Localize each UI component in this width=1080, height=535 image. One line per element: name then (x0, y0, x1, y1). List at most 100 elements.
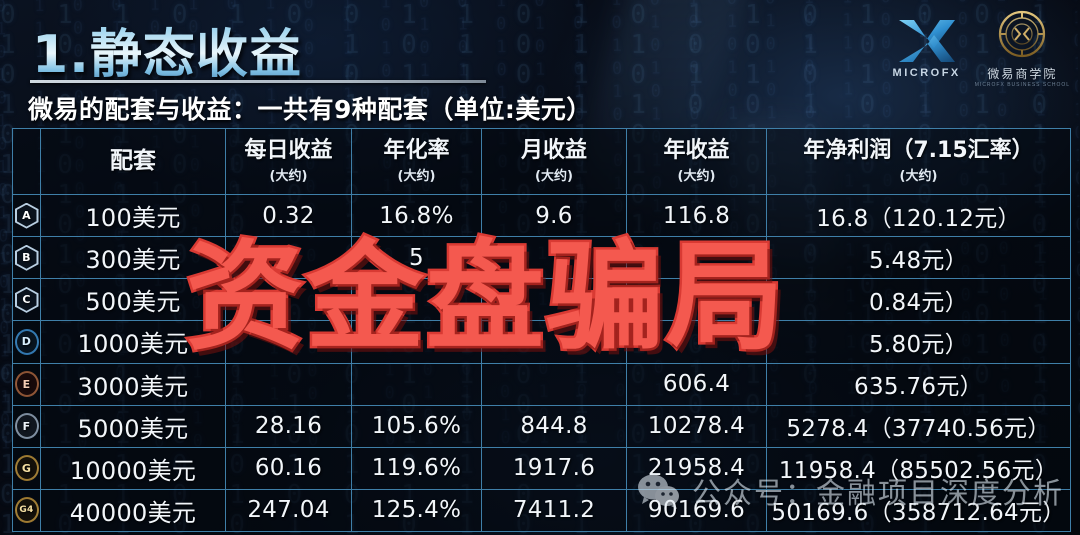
rank-badge-b-icon: B (14, 244, 40, 272)
net-profit-cell: 50169.6（358712.64元） (766, 488, 1071, 533)
badge-cell: E (12, 362, 41, 406)
apr-cell (351, 320, 482, 364)
earnings-table: 配套 每日收益 (大约) 年化率 (大约) 月收益 (大约) (12, 128, 1071, 533)
table-row: D 1000美元 5.80元） (12, 320, 1071, 364)
x-logo-icon (898, 20, 955, 62)
table-body: A 100美元 0.32 16.8% 9.6 116.8 16.8（120.12元） B 300… (12, 193, 1071, 533)
page-subtitle: 微易的配套与收益：一共有9种配套（单位:美元） (28, 95, 592, 124)
monthly-income-cell: 7411.2 (481, 488, 627, 533)
column-header-yearly-sublabel: (大约) (677, 169, 716, 185)
package-cell: 300美元 (40, 236, 226, 280)
net-profit-cell: 5.80元） (766, 320, 1071, 364)
package-cell: 5000美元 (40, 404, 226, 448)
monthly-income-cell: 844.8 (481, 404, 627, 448)
apr-cell (351, 362, 482, 406)
badge-cell: F (12, 404, 41, 448)
column-header-apr-label: 年化率 (383, 137, 450, 163)
column-header-net-profit-sublabel: (大约) (899, 169, 938, 185)
yearly-income-cell: 21958.4 (626, 446, 767, 490)
package-cell: 500美元 (40, 278, 226, 322)
title-underline (30, 80, 486, 83)
column-header-monthly-label: 月收益 (520, 137, 587, 163)
yearly-income-cell: 606.4 (626, 362, 767, 406)
column-header-net-profit-label: 年净利润（7.15汇率） (803, 137, 1034, 163)
badge-cell: B (12, 236, 41, 280)
earnings-table-container: 配套 每日收益 (大约) 年化率 (大约) 月收益 (大约) (12, 128, 1071, 533)
daily-income-cell: 247.04 (225, 488, 352, 533)
apr-cell (351, 278, 482, 322)
apr-cell: 119.6% (351, 446, 482, 490)
table-row: A 100美元 0.32 16.8% 9.6 116.8 16.8（120.12元） (12, 193, 1071, 238)
badge-cell: G (12, 446, 41, 490)
daily-income-cell (225, 236, 352, 280)
daily-income-cell (225, 362, 352, 406)
monthly-income-cell: 1917.6 (481, 446, 627, 490)
table-header-row: 配套 每日收益 (大约) 年化率 (大约) 月收益 (大约) (12, 128, 1071, 195)
badge-cell: A (12, 193, 41, 238)
monthly-income-cell (481, 320, 627, 364)
apr-cell: 125.4% (351, 488, 482, 533)
monthly-income-cell (481, 278, 627, 322)
package-cell: 40000美元 (40, 488, 226, 533)
table-row: G 10000美元 60.16 119.6% 1917.6 21958.4 11958.4（… (12, 446, 1071, 490)
table-row: E 3000美元 606.4 635.76元） (12, 362, 1071, 406)
table-row: F 5000美元 28.16 105.6% 844.8 10278.4 5278.4（377… (12, 404, 1071, 448)
apr-cell: 16.8% (351, 193, 482, 238)
academy-logo: 微易商学院 MICROFX BUSINESS SCHOOL (975, 8, 1070, 88)
package-cell: 1000美元 (40, 320, 226, 364)
microfx-brand-text: MICROFX (892, 67, 961, 79)
daily-income-cell: 28.16 (225, 404, 352, 448)
apr-cell: 5 (351, 236, 482, 280)
badge-cell: G4 (12, 488, 41, 533)
yearly-income-cell: 116.8 (626, 193, 767, 238)
badge-cell: C (12, 278, 41, 322)
column-header-package: 配套 (40, 128, 226, 195)
slide-header: 1.静态收益 微易的配套与收益：一共有9种配套（单位:美元） MICROF (0, 0, 1080, 124)
column-header-daily: 每日收益 (大约) (225, 128, 352, 195)
net-profit-cell: 11958.4（85502.56元） (766, 446, 1071, 490)
monthly-income-cell (481, 362, 627, 406)
net-profit-cell: 5.48元） (766, 236, 1071, 280)
column-header-monthly: 月收益 (大约) (481, 128, 627, 195)
rank-badge-f-icon: F (14, 412, 40, 440)
column-header-daily-label: 每日收益 (244, 137, 333, 163)
column-header-apr: 年化率 (大约) (351, 128, 482, 195)
rank-badge-e-icon: E (14, 370, 40, 398)
net-profit-cell: 16.8（120.12元） (766, 193, 1071, 238)
net-profit-cell: 0.84元） (766, 278, 1071, 322)
table-row: G4 40000美元 247.04 125.4% 7411.2 90169.6 50169.… (12, 488, 1071, 533)
package-cell: 3000美元 (40, 362, 226, 406)
yearly-income-cell: 10278.4 (626, 404, 767, 448)
daily-income-cell (225, 320, 352, 364)
logo-group: MICROFX 微易商学院 MICR (893, 8, 1070, 88)
column-header-net-profit: 年净利润（7.15汇率） (大约) (766, 128, 1071, 195)
monthly-income-cell (481, 236, 627, 280)
yearly-income-cell (626, 320, 767, 364)
academy-emblem-icon (999, 10, 1046, 58)
rank-badge-c-icon: C (14, 286, 40, 314)
column-header-package-label: 配套 (110, 148, 156, 175)
yearly-income-cell (626, 278, 767, 322)
daily-income-cell: 0.32 (225, 193, 352, 238)
monthly-income-cell: 9.6 (481, 193, 627, 238)
column-header-daily-sublabel: (大约) (269, 169, 308, 185)
rank-badge-g-icon: G (14, 454, 40, 482)
rank-badge-g4-icon: G4 (14, 496, 40, 524)
daily-income-cell: 60.16 (225, 446, 352, 490)
rank-badge-d-icon: D (14, 328, 40, 356)
apr-cell: 105.6% (351, 404, 482, 448)
yearly-income-cell (626, 236, 767, 280)
package-cell: 10000美元 (40, 446, 226, 490)
column-header-yearly-label: 年收益 (663, 137, 730, 163)
net-profit-cell: 635.76元） (766, 362, 1071, 406)
academy-brand-text: 微易商学院 (987, 67, 1058, 81)
microfx-logo: MICROFX (893, 17, 961, 79)
package-cell: 100美元 (40, 193, 226, 238)
rank-badge-a-icon: A (14, 202, 40, 230)
yearly-income-cell: 90169.6 (626, 488, 767, 533)
academy-brand-subtext: MICROFX BUSINESS SCHOOL (974, 82, 1070, 88)
column-header-yearly: 年收益 (大约) (626, 128, 767, 195)
page-title: 1.静态收益 (32, 12, 302, 87)
column-header-badge (12, 128, 41, 195)
